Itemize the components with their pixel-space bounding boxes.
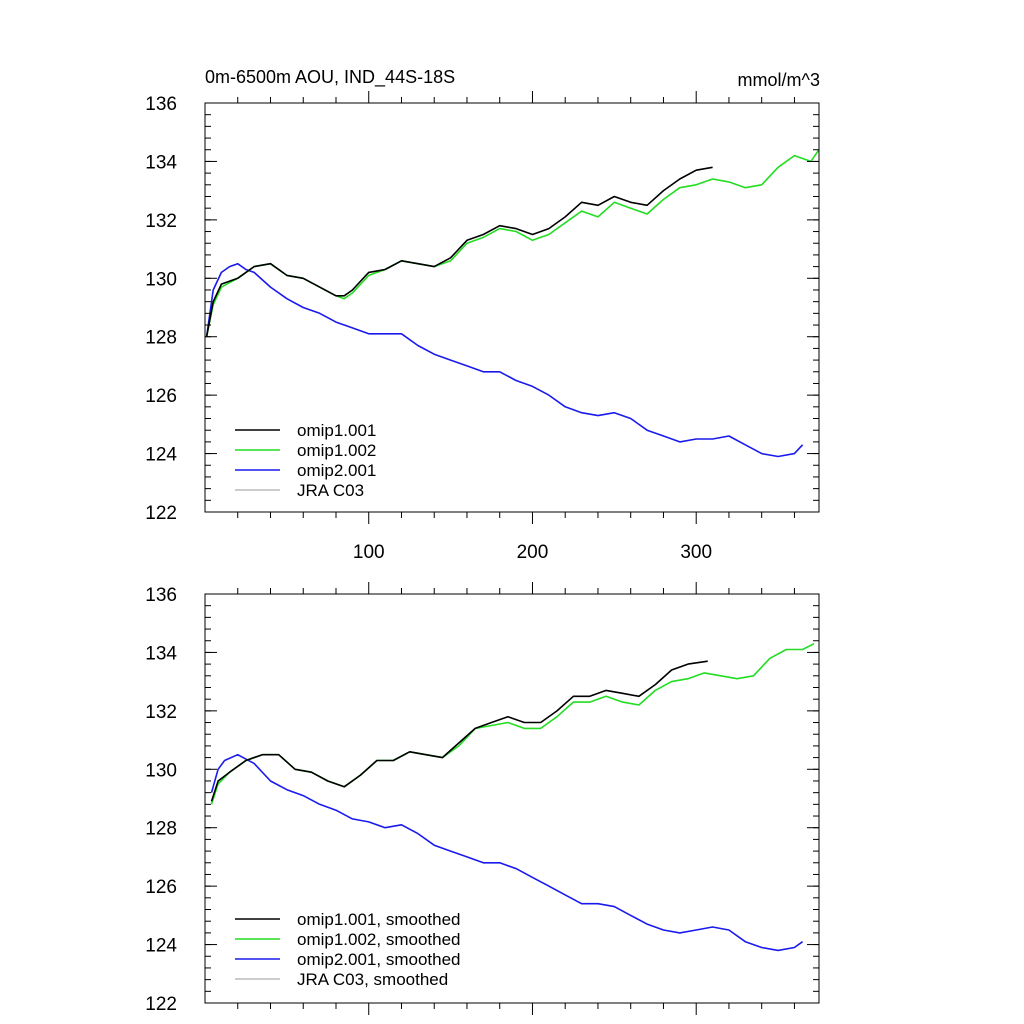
axis-ticks-group: 122 124 126 128 130 132 134 136	[145, 582, 819, 1015]
legend-label: JRA C03, smoothed	[297, 970, 448, 989]
legend-label: JRA C03	[297, 481, 364, 500]
series-line-1	[210, 642, 815, 805]
plot-frame	[204, 102, 820, 513]
series-line-2	[210, 753, 804, 952]
y-tick-label: 134	[145, 643, 177, 664]
y-tick-label: 128	[145, 328, 177, 349]
y-tick-label: 132	[145, 702, 177, 723]
plot-series-group	[205, 149, 820, 458]
y-tick-label: 136	[145, 585, 177, 606]
y-tick-label: 122	[145, 503, 177, 524]
axis-ticks-group: 122 124 126 128 130 132 134 136 100 200 300	[145, 91, 819, 563]
x-tick-label: 200	[517, 542, 549, 563]
x-tick-label: 100	[353, 542, 385, 563]
series-line-0	[210, 660, 708, 802]
series-line-0	[205, 166, 713, 337]
plot-frame	[204, 593, 820, 1004]
y-tick-label: 130	[145, 269, 177, 290]
y-tick-label: 128	[145, 819, 177, 840]
series-line-2	[205, 262, 804, 458]
legend-label: omip1.002, smoothed	[297, 930, 461, 949]
y-tick-label: 130	[145, 760, 177, 781]
y-tick-label: 124	[145, 445, 177, 466]
y-tick-label: 124	[145, 936, 177, 957]
y-tick-label: 126	[145, 877, 177, 898]
y-tick-label: 132	[145, 211, 177, 232]
units-label: mmol/m^3	[738, 70, 820, 90]
chart-title: 0m-6500m AOU, IND_44S-18S	[205, 67, 455, 88]
y-tick-label: 126	[145, 386, 177, 407]
y-tick-label: 136	[145, 94, 177, 115]
bottom-panel: 122 124 126 128 130 132 134 136 omip1.001, smoo…	[145, 582, 820, 1015]
x-tick-label: 300	[680, 542, 712, 563]
legend-label: omip1.002	[297, 441, 376, 460]
legend-label: omip1.001	[297, 421, 376, 440]
series-line-1	[205, 149, 820, 337]
y-tick-label: 122	[145, 994, 177, 1015]
plot-series-group	[210, 642, 815, 952]
legend-label: omip2.001	[297, 461, 376, 480]
legend-label: omip1.001, smoothed	[297, 910, 461, 929]
top-panel: 0m-6500m AOU, IND_44S-18S mmol/m^3 12212…	[145, 67, 820, 563]
legend-label: omip2.001, smoothed	[297, 950, 461, 969]
y-tick-label: 134	[145, 152, 177, 173]
